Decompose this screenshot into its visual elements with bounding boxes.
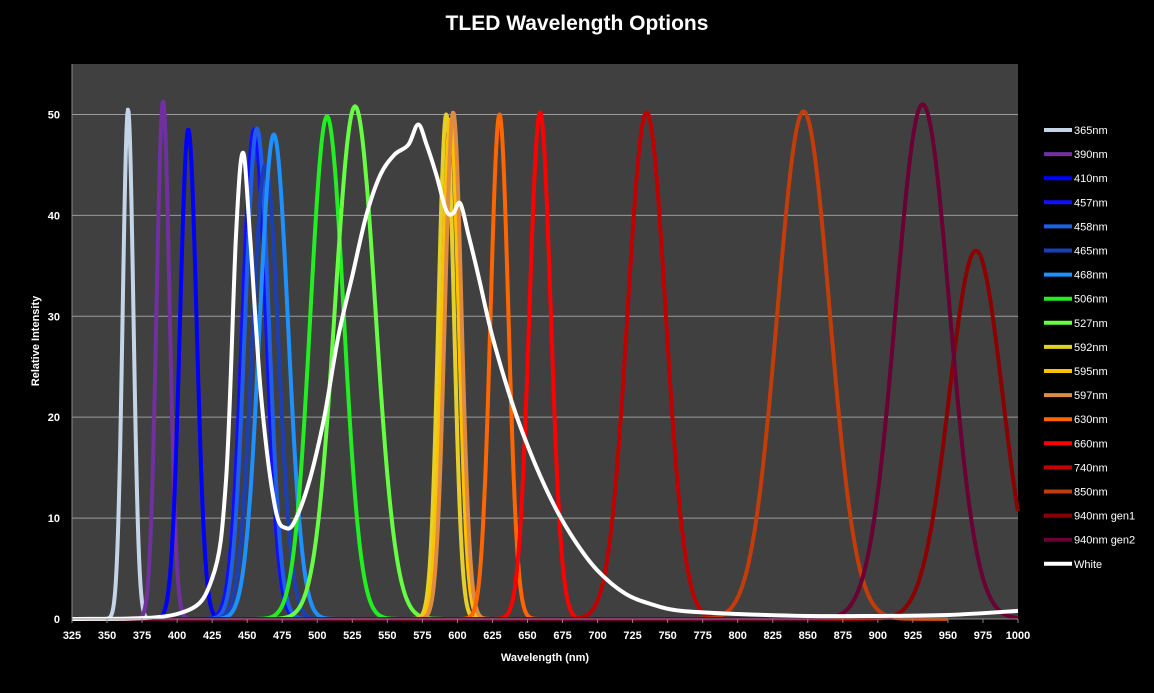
x-tick-label: 775 [693,630,711,642]
legend-label: 597nm [1074,390,1108,402]
y-tick-label: 50 [48,109,60,121]
legend-label: 940nm gen2 [1074,535,1135,547]
chart-title: TLED Wavelength Options [445,12,709,35]
legend-label: 592nm [1074,342,1108,354]
x-tick-label: 350 [98,630,116,642]
legend-label: 365nm [1074,125,1108,137]
y-tick-label: 20 [48,412,60,424]
x-tick-label: 975 [974,630,992,642]
legend: 365nm 390nm 410nm 457nm 458nm 465nm 468nm 506nm… [1044,125,1135,571]
y-tick-label: 10 [48,513,60,525]
y-tick-labels: 0 10 20 30 40 50 [48,109,60,626]
x-tick-label: 525 [343,630,361,642]
x-tick-label: 675 [553,630,571,642]
legend-label: 630nm [1074,414,1108,426]
y-tick-label: 30 [48,311,60,323]
y-tick-label: 0 [54,614,60,626]
legend-label: 506nm [1074,294,1108,306]
legend-label: 458nm [1074,221,1108,233]
x-tick-label: 875 [834,630,852,642]
legend-label: 740nm [1074,462,1108,474]
x-tick-label: 400 [168,630,186,642]
legend-label: 457nm [1074,197,1108,209]
x-tick-label: 850 [799,630,817,642]
x-tick-label: 575 [413,630,431,642]
x-tick-label: 600 [448,630,466,642]
x-tick-label: 925 [904,630,922,642]
legend-label: 390nm [1074,149,1108,161]
x-tick-labels: 325 350 375 400 425 450 475 500 525 550 575 600 625 6… [63,619,1030,642]
legend-label: 660nm [1074,438,1108,450]
x-tick-label: 450 [238,630,256,642]
x-tick-label: 1000 [1006,630,1030,642]
legend-label: 850nm [1074,487,1108,499]
x-tick-label: 750 [658,630,676,642]
legend-label: 527nm [1074,318,1108,330]
legend-label: 595nm [1074,366,1108,378]
x-tick-label: 825 [764,630,782,642]
legend-label: 468nm [1074,270,1108,282]
y-tick-label: 40 [48,210,60,222]
x-tick-label: 650 [518,630,536,642]
x-tick-label: 900 [869,630,887,642]
y-axis-title: Relative Intensity [30,295,42,386]
x-tick-label: 550 [378,630,396,642]
x-tick-label: 375 [133,630,151,642]
x-tick-label: 475 [273,630,291,642]
x-tick-label: 800 [729,630,747,642]
series-line-white [71,122,1019,621]
x-tick-label: 625 [483,630,501,642]
legend-label: 410nm [1074,173,1108,185]
x-tick-label: 325 [63,630,81,642]
legend-label: 465nm [1074,246,1108,258]
x-tick-label: 500 [308,630,326,642]
x-tick-label: 700 [588,630,606,642]
legend-label: 940nm gen1 [1074,511,1135,523]
x-tick-label: 950 [939,630,957,642]
x-axis-title: Wavelength (nm) [501,652,590,664]
legend-label: White [1074,559,1102,571]
x-tick-label: 425 [203,630,221,642]
x-tick-label: 725 [623,630,641,642]
